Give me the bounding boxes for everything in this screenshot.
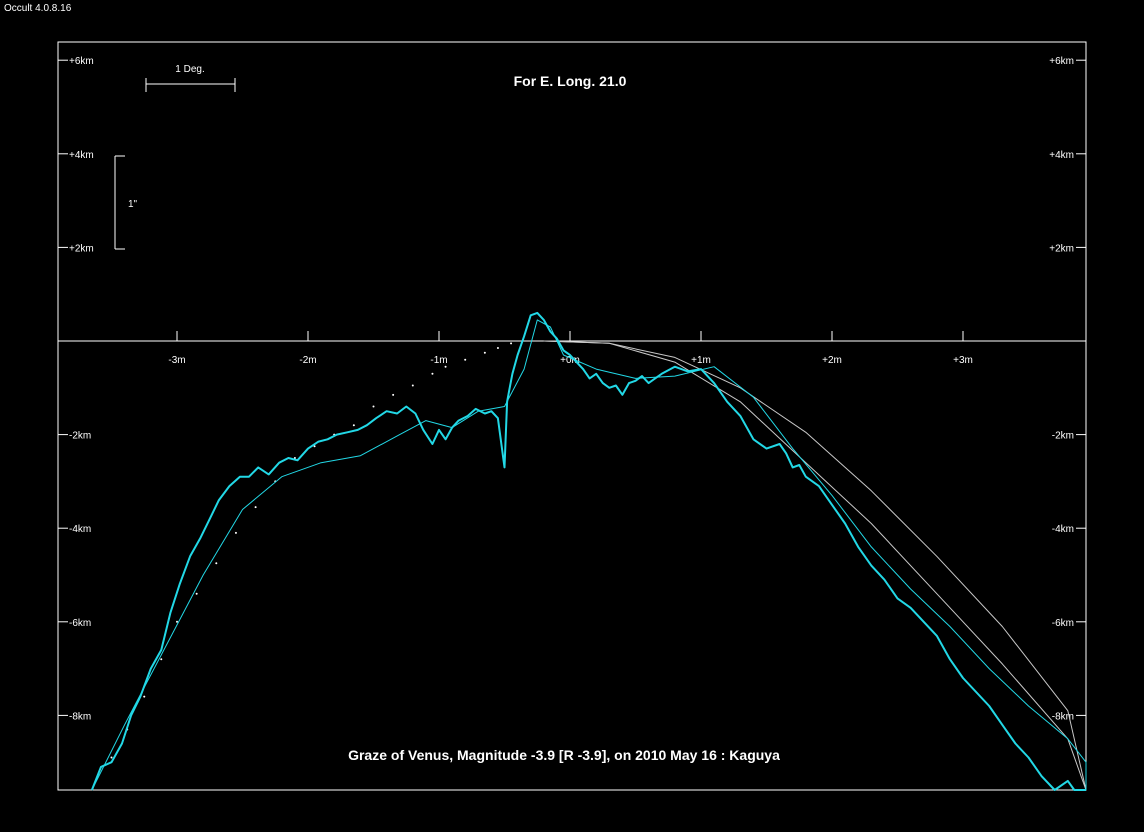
vertical-scale-label: 1" <box>128 199 138 210</box>
horizontal-scale-bar: 1 Deg. <box>145 64 236 92</box>
plot-frame <box>57 41 1087 791</box>
chart-title: For E. Long. 21.0 <box>514 73 627 89</box>
x-tick-label: +1m <box>691 355 711 366</box>
limb-dot <box>464 358 467 361</box>
app-version-title: Occult 4.0.8.16 <box>4 3 72 14</box>
limb-dot <box>313 445 316 448</box>
y-tick-label-left: -2km <box>69 431 91 442</box>
x-axis-ticks: -3m -2m -1m +0m +1m +2m +3m <box>168 331 973 366</box>
y-axis-ticks-left: +6km +4km +2km -2km -4km -6km -8km <box>58 56 94 722</box>
y-tick-label-left: +2km <box>69 243 94 254</box>
vertical-scale-bar: 1" <box>114 155 138 250</box>
limb-dot <box>234 531 237 534</box>
y-tick-label-left: -8km <box>69 711 91 722</box>
chart-caption: Graze of Venus, Magnitude -3.9 [R -3.9],… <box>348 747 780 763</box>
limb-dot <box>483 351 486 354</box>
y-tick-label-right: -6km <box>1052 618 1074 629</box>
limb-dot <box>143 695 146 698</box>
y-tick-label-left: +6km <box>69 56 94 67</box>
x-tick-label: -2m <box>299 355 316 366</box>
limb-curves <box>543 340 1087 791</box>
dotted-limb-series <box>110 342 513 759</box>
y-tick-label-left: -6km <box>69 618 91 629</box>
y-axis-ticks-right: +6km +4km +2km -2km -4km -6km -8km <box>1049 56 1086 722</box>
limb-dot <box>195 592 198 595</box>
limb-dot <box>496 347 499 350</box>
x-tick-label: -3m <box>168 355 185 366</box>
profile-series <box>90 311 1087 791</box>
limb-dot <box>411 384 414 387</box>
limb-dot <box>215 562 218 565</box>
limb-dot <box>372 405 375 408</box>
y-tick-label-right: +6km <box>1049 56 1074 67</box>
limb-dot <box>110 756 113 759</box>
x-tick-label: +3m <box>953 355 973 366</box>
y-tick-label-right: -4km <box>1052 524 1074 535</box>
limb-dot <box>510 342 513 345</box>
limb-dot <box>160 658 163 661</box>
x-tick-label: +2m <box>822 355 842 366</box>
limb-dot <box>254 506 257 509</box>
y-tick-label-left: +4km <box>69 150 94 161</box>
limb-curve-line <box>543 340 1087 791</box>
observed-profile-line <box>90 311 1086 791</box>
limb-dot <box>392 393 395 396</box>
limb-dot <box>444 365 447 368</box>
limb-curve-line <box>543 340 1087 791</box>
x-tick-label: +0m <box>560 355 580 366</box>
limb-dot <box>176 620 178 623</box>
limb-dot <box>431 372 434 375</box>
horizontal-scale-label: 1 Deg. <box>175 64 204 75</box>
y-tick-label-right: -2km <box>1052 431 1074 442</box>
smooth-profile-line <box>91 319 1087 791</box>
y-tick-label-right: +4km <box>1049 150 1074 161</box>
limb-dot <box>352 424 355 427</box>
y-tick-label-right: -8km <box>1052 711 1074 722</box>
x-tick-label: -1m <box>430 355 447 366</box>
y-tick-label-right: +2km <box>1049 243 1074 254</box>
y-tick-label-left: -4km <box>69 524 91 535</box>
